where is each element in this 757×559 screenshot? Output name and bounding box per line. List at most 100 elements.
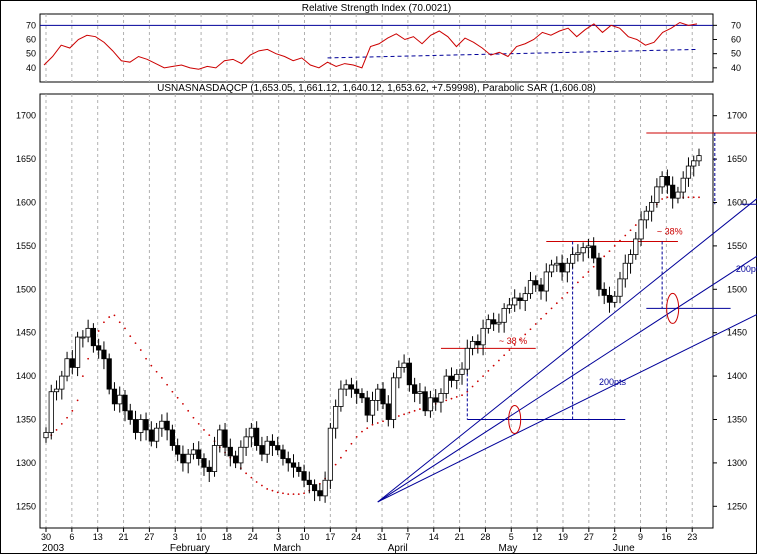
x-month-label: March [273,543,301,554]
sar-dot [614,245,616,247]
price-y-tick-label: 1250 [727,501,747,511]
candle-up [481,328,485,344]
x-tick-label: 7 [405,532,410,542]
sar-dot [156,371,158,373]
candle-up [570,255,574,264]
candle-up [634,239,638,255]
candle-up [212,446,216,472]
price-y-tick-label: 1300 [16,458,36,468]
candle-up [465,348,469,369]
rsi-y-tick-label: 50 [26,49,36,59]
candle-down [302,472,306,481]
candle-down [476,341,480,344]
candle-down [365,398,369,415]
candle-down [175,446,179,455]
sar-dot [603,255,605,257]
candle-down [102,350,106,359]
price-y-tick-label: 1350 [727,415,747,425]
candle-up [44,433,48,438]
x-tick-label: 21 [455,532,465,542]
candle-up [86,328,90,337]
x-tick-label: 24 [248,532,258,542]
candle-up [239,447,243,463]
sar-dot [356,436,358,438]
candle-up [576,253,580,255]
sar-dot [482,375,484,377]
price-y-tick-label: 1300 [727,458,747,468]
candle-down [607,295,611,302]
candle-down [534,281,538,285]
x-tick-label: 6 [69,532,74,542]
sar-dot [145,358,147,360]
price-y-tick-label: 1400 [727,371,747,381]
candle-up [512,298,516,305]
candle-up [555,263,559,265]
sar-dot [593,266,595,268]
candle-up [649,203,653,212]
x-tick-label: 27 [584,532,594,542]
sar-dot [171,391,173,393]
price-y-tick-label: 1500 [727,284,747,294]
candle-up [333,406,337,428]
candle-up [618,279,622,296]
x-tick-label: 27 [144,532,154,542]
candle-down [144,420,148,430]
rsi-y-tick-label: 40 [731,63,741,73]
sar-dot [108,316,110,318]
price-y-tick-label: 1250 [16,501,36,511]
price-y-tick-label: 1700 [16,111,36,121]
sar-dot [582,276,584,278]
sar-dot [487,370,489,372]
x-tick-label: 28 [480,532,490,542]
candle-up [639,220,643,239]
candle-up [397,367,401,377]
sar-dot [624,235,626,237]
sar-dot [382,420,384,422]
sar-dot [509,349,511,351]
candle-down [291,463,295,467]
candle-down [412,385,416,394]
annotation-label: 200pts [599,377,627,387]
candle-down [491,320,495,324]
sar-dot [366,427,368,429]
candle-up [507,305,511,308]
sar-dot [540,318,542,320]
price-y-tick-label: 1600 [727,198,747,208]
candle-up [376,389,380,400]
candle-down [307,480,311,484]
sar-dot [61,423,63,425]
candle-down [591,246,595,258]
candle-up [692,161,696,166]
sar-dot [161,377,163,379]
sar-dot [272,490,274,492]
sar-dot [103,321,105,323]
sar-dot [635,224,637,226]
candle-down [281,450,285,459]
candle-up [328,428,332,480]
sar-dot [503,354,505,356]
rsi-y-tick-label: 60 [731,35,741,45]
candle-down [233,456,237,463]
sar-dot [493,365,495,367]
sar-dot [282,492,284,494]
price-y-tick-label: 1400 [16,371,36,381]
candle-up [686,166,690,178]
candle-down [223,430,227,447]
sar-dot [261,485,263,487]
candle-up [323,480,327,496]
candle-down [96,346,100,350]
rsi-y-tick-label: 40 [26,63,36,73]
annotation-label: ~ 38% [657,227,683,237]
x-tick-label: 12 [532,532,542,542]
sar-dot [129,335,131,337]
sar-dot [303,492,305,494]
sar-dot [140,349,142,351]
candle-up [402,363,406,367]
rsi-plot-area [40,14,713,82]
sar-dot [451,398,453,400]
sar-dot [588,271,590,273]
x-tick-label: 17 [325,532,335,542]
price-y-tick-label: 1650 [727,154,747,164]
candle-up [249,428,253,437]
